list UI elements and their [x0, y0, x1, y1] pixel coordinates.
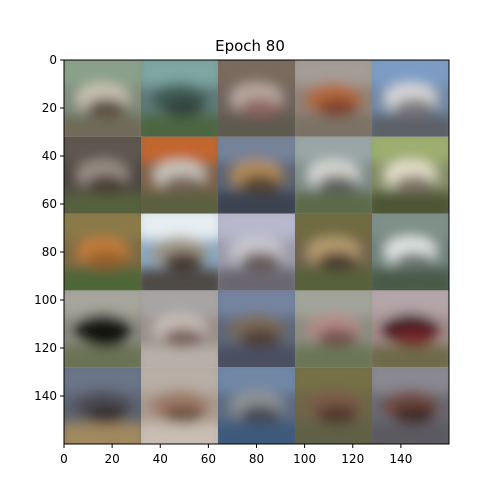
x-tick-label: 100 — [293, 452, 316, 466]
generated-image-tile — [141, 367, 218, 445]
generated-image-tile — [64, 60, 141, 137]
generated-image-tile — [141, 290, 218, 368]
generated-image-tile — [218, 213, 295, 291]
generated-image-tile — [218, 136, 295, 214]
figure-title: Epoch 80 — [215, 37, 285, 55]
generated-image-tile — [372, 60, 449, 137]
generated-image-tile — [141, 136, 218, 214]
y-tick-label: 0 — [49, 53, 57, 67]
y-tick-label: 60 — [42, 197, 57, 211]
y-tick-label: 20 — [42, 101, 57, 115]
y-tick-label: 40 — [42, 149, 57, 163]
x-tick-label: 140 — [389, 452, 412, 466]
x-tick-label: 20 — [104, 452, 119, 466]
generated-image-tile — [218, 367, 295, 445]
y-tick-label: 120 — [34, 341, 57, 355]
x-tick-label: 40 — [153, 452, 168, 466]
x-tick-label: 0 — [60, 452, 68, 466]
x-tick-label: 120 — [341, 452, 364, 466]
generated-image-tile — [295, 367, 372, 445]
generated-image-tile — [218, 60, 295, 137]
generated-image-tile — [295, 290, 372, 368]
x-tick-label: 60 — [201, 452, 216, 466]
generated-image-tile — [64, 367, 141, 445]
generated-image-tile — [64, 136, 141, 214]
generated-image-tile — [372, 213, 449, 291]
generated-image-tile — [295, 136, 372, 214]
generated-image-tile — [64, 213, 141, 291]
x-axis: 0 20 40 60 80 100 120 140 — [60, 444, 412, 466]
generated-image-tile — [64, 290, 141, 368]
generated-image-tile — [218, 290, 295, 368]
generated-image-tile — [372, 290, 449, 368]
x-tick-label: 80 — [249, 452, 264, 466]
y-tick-label: 80 — [42, 245, 57, 259]
generated-image-tile — [372, 367, 449, 445]
y-tick-label: 100 — [34, 293, 57, 307]
image-grid — [64, 60, 449, 445]
y-tick-label: 140 — [34, 389, 57, 403]
generated-image-tile — [295, 213, 372, 291]
generated-image-tile — [295, 60, 372, 137]
y-axis: 0 20 40 60 80 100 120 140 — [34, 53, 64, 403]
generated-image-tile — [372, 136, 449, 214]
generated-image-tile — [141, 213, 218, 291]
generated-image-tile — [141, 60, 218, 137]
